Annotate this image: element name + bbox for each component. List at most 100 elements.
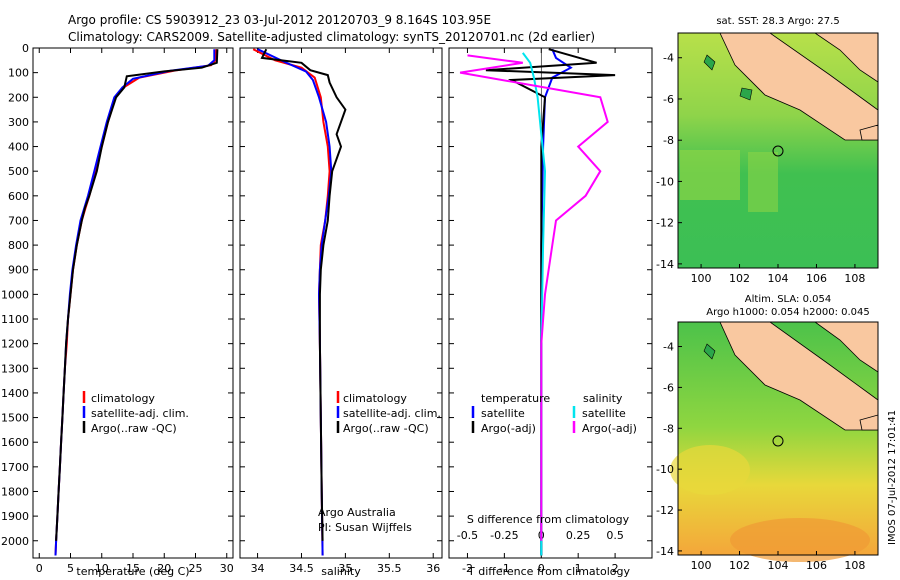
series-line-argo bbox=[260, 48, 347, 541]
s-tick-label: -0.5 bbox=[457, 529, 478, 542]
map-y-tick-label: -4 bbox=[663, 52, 674, 65]
y-tick-label: 1500 bbox=[1, 412, 29, 425]
temperature-series bbox=[54, 49, 219, 556]
map-x-tick-label: 102 bbox=[729, 272, 750, 285]
sst-map-axes: 100 102 104 106 108 -4 -6 -8 -10 -12 -14 bbox=[656, 52, 865, 285]
sst-warm-patch bbox=[748, 152, 778, 212]
map-y-tick-label: -10 bbox=[656, 175, 674, 188]
temperature-legend: climatology satellite-adj. clim. Argo(..… bbox=[82, 391, 189, 435]
map-x-tick-label: 104 bbox=[768, 559, 789, 572]
sumatra-land bbox=[719, 321, 879, 431]
salinity-legend: climatology satellite-adj. clim. Argo(..… bbox=[336, 391, 441, 435]
credit-pi: PI: Susan Wijffels bbox=[318, 521, 412, 534]
series-line-s-argo bbox=[459, 54, 609, 541]
island bbox=[739, 87, 753, 101]
y-tick-label: 0 bbox=[22, 42, 29, 55]
map-x-tick-label: 106 bbox=[806, 559, 827, 572]
island bbox=[703, 343, 716, 360]
legend-t-argo: Argo(-adj) bbox=[481, 422, 536, 435]
s-difference-xlabel: S difference from climatology bbox=[467, 513, 630, 526]
salinity-series bbox=[252, 48, 347, 556]
y-tick-label: 1800 bbox=[1, 485, 29, 498]
x-tick-label: -2 bbox=[462, 562, 473, 575]
map-x-tick-label: 108 bbox=[844, 272, 865, 285]
map-y-tick-label: -8 bbox=[663, 134, 674, 147]
legend-salinity-title: salinity bbox=[583, 392, 623, 405]
salinity-panel-frame bbox=[239, 47, 443, 559]
series-line-argo bbox=[55, 49, 219, 541]
sla-high-patch bbox=[670, 445, 750, 495]
difference-panel-frame bbox=[448, 47, 653, 559]
x-tick-label: 34 bbox=[251, 562, 265, 575]
map-x-tick-label: 106 bbox=[806, 272, 827, 285]
y-tick-label: 2000 bbox=[1, 535, 29, 548]
x-tick-label: 35.5 bbox=[377, 562, 402, 575]
y-tick-label: 1900 bbox=[1, 510, 29, 523]
y-tick-label: 500 bbox=[8, 165, 29, 178]
y-tick-label: 1100 bbox=[1, 313, 29, 326]
y-tick-label: 1200 bbox=[1, 338, 29, 351]
difference-legend: temperature salinity satellite Argo(-adj… bbox=[471, 392, 637, 435]
s-tick-label: 0.25 bbox=[566, 529, 591, 542]
sst-map-title: sat. SST: 28.3 Argo: 27.5 bbox=[716, 16, 839, 27]
legend-temperature-title: temperature bbox=[481, 392, 550, 405]
y-tick-label: 700 bbox=[8, 214, 29, 227]
x-tick-label: 34.5 bbox=[289, 562, 314, 575]
legend-t-satellite: satellite bbox=[481, 407, 525, 420]
map-y-tick-label: -12 bbox=[656, 504, 674, 517]
credit-argo-australia: Argo Australia bbox=[318, 506, 396, 519]
x-tick-label: -1 bbox=[499, 562, 510, 575]
map-y-tick-label: -6 bbox=[663, 93, 674, 106]
difference-series bbox=[459, 48, 616, 556]
timestamp-stamp: IMOS 07-Jul-2012 17:01:41 bbox=[887, 410, 898, 545]
y-tick-label: 400 bbox=[8, 141, 29, 154]
float-position-marker bbox=[772, 145, 784, 157]
float-position-marker bbox=[772, 435, 784, 447]
temperature-legend-satellite: satellite-adj. clim. bbox=[91, 407, 189, 420]
x-tick-label: 0 bbox=[538, 562, 545, 575]
x-tick-label: 5 bbox=[67, 562, 74, 575]
legend-s-argo: Argo(-adj) bbox=[582, 422, 637, 435]
x-tick-label: 25 bbox=[189, 562, 203, 575]
x-tick-label: 36 bbox=[426, 562, 440, 575]
sst-map bbox=[677, 32, 879, 269]
y-tick-label: 600 bbox=[8, 190, 29, 203]
map-y-tick-label: -6 bbox=[663, 381, 674, 394]
temperature-legend-climatology: climatology bbox=[91, 392, 155, 405]
sumatra-land bbox=[719, 32, 879, 141]
map-x-tick-label: 108 bbox=[844, 559, 865, 572]
salinity-xlabel: salinity bbox=[321, 565, 361, 578]
s-tick-label: -0.25 bbox=[490, 529, 518, 542]
x-tick-label: 35 bbox=[338, 562, 352, 575]
salinity-legend-climatology: climatology bbox=[343, 392, 407, 405]
map-y-tick-label: -4 bbox=[663, 341, 674, 354]
figure-title-line2: Climatology: CARS2009. Satellite-adjuste… bbox=[68, 30, 595, 44]
y-tick-label: 1400 bbox=[1, 387, 29, 400]
y-tick-label: 800 bbox=[8, 239, 29, 252]
legend-s-satellite: satellite bbox=[582, 407, 626, 420]
sla-map-axes: 100 102 104 106 108 -4 -6 -8 -10 -12 -14 bbox=[656, 341, 865, 572]
x-tick-label: 30 bbox=[220, 562, 234, 575]
sla-map bbox=[670, 321, 879, 562]
figure-title-line1: Argo profile: CS 5903912_23 03-Jul-2012 … bbox=[68, 13, 491, 27]
y-tick-label: 100 bbox=[8, 67, 29, 80]
temperature-xlabel: temperature (deg C) bbox=[76, 565, 189, 578]
difference-xlabel: T difference from climatology bbox=[467, 565, 630, 578]
salinity-legend-argo: Argo(..raw -QC) bbox=[343, 422, 429, 435]
map-x-tick-label: 102 bbox=[729, 559, 750, 572]
map-x-tick-label: 104 bbox=[768, 272, 789, 285]
x-tick-label: 0 bbox=[36, 562, 43, 575]
sla-high-patch bbox=[730, 518, 870, 562]
y-tick-label: 300 bbox=[8, 116, 29, 129]
map-y-tick-label: -8 bbox=[663, 422, 674, 435]
s-tick-label: 0.5 bbox=[606, 529, 624, 542]
x-tick-label: 2 bbox=[612, 562, 619, 575]
sst-warm-patch bbox=[680, 150, 740, 200]
temperature-panel-frame bbox=[32, 47, 234, 559]
map-x-tick-label: 100 bbox=[691, 272, 712, 285]
y-tick-label: 1300 bbox=[1, 362, 29, 375]
map-y-tick-label: -14 bbox=[656, 545, 674, 558]
x-tick-label: 20 bbox=[157, 562, 171, 575]
salinity-axes: 34 34.5 35 35.5 36 bbox=[240, 47, 442, 575]
